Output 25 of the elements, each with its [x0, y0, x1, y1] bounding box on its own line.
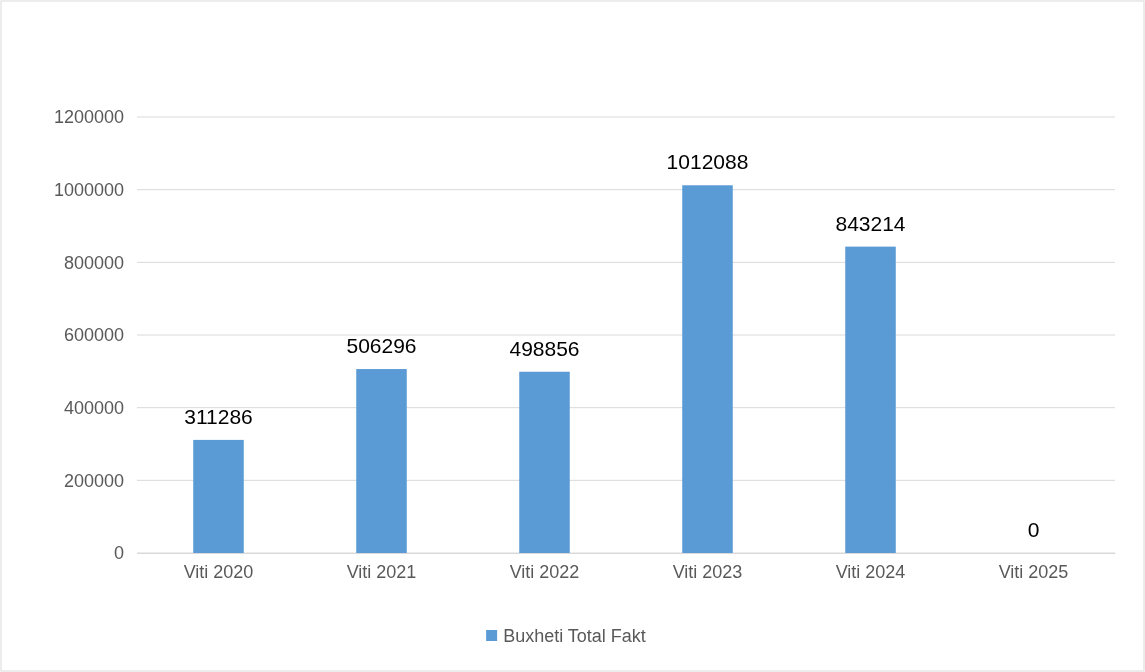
y-tick-label: 1200000 — [53, 107, 124, 128]
bar — [682, 185, 733, 553]
data-label: 0 — [1027, 518, 1040, 541]
bar — [845, 246, 896, 553]
y-tick-label: 600000 — [63, 325, 124, 346]
y-tick-label: 1000000 — [53, 179, 124, 200]
legend-label: Buxheti Total Fakt — [503, 626, 646, 646]
x-tick-label: Viti 2025 — [998, 561, 1069, 582]
data-label: 498856 — [509, 336, 580, 360]
bar — [356, 369, 407, 553]
x-tick-label: Viti 2024 — [835, 561, 906, 582]
data-label: 311286 — [184, 404, 253, 428]
data-label: 1012088 — [666, 150, 749, 174]
x-tick-label: Viti 2023 — [672, 561, 743, 582]
y-tick-label: 800000 — [63, 252, 124, 273]
y-tick-label: 200000 — [63, 470, 124, 491]
x-tick-label: Viti 2020 — [183, 561, 254, 582]
data-label: 843214 — [835, 211, 906, 235]
x-tick-label: Viti 2021 — [346, 561, 417, 582]
data-label: 506296 — [346, 334, 417, 358]
x-tick-label: Viti 2022 — [509, 561, 580, 582]
bar — [193, 439, 244, 553]
y-tick-label: 400000 — [63, 397, 124, 418]
y-tick-label: 0 — [113, 543, 124, 564]
bar — [519, 371, 570, 553]
